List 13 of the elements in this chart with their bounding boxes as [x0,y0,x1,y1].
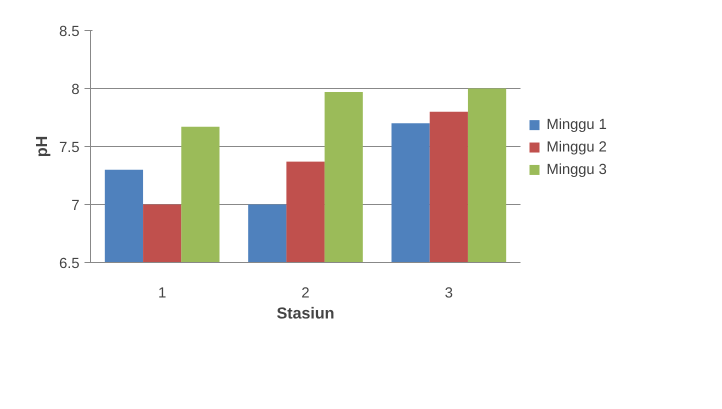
x-tick-label: 2 [301,286,310,302]
legend-label: Minggu 2 [546,140,607,156]
y-tick-label: 7 [71,198,80,214]
legend-label: Minggu 1 [546,117,607,134]
x-axis-title: Stasiun [276,306,334,322]
legend-label: Minggu 3 [546,162,607,178]
y-tick-label: 7.5 [59,140,80,156]
y-tick-label: 8.5 [59,24,80,40]
y-axis-title: pH [34,136,52,158]
x-tick-label: 1 [158,286,166,302]
y-tick-label: 8 [71,82,80,98]
y-tick-label: 6.5 [59,256,80,272]
x-tick-label: 3 [444,286,453,302]
